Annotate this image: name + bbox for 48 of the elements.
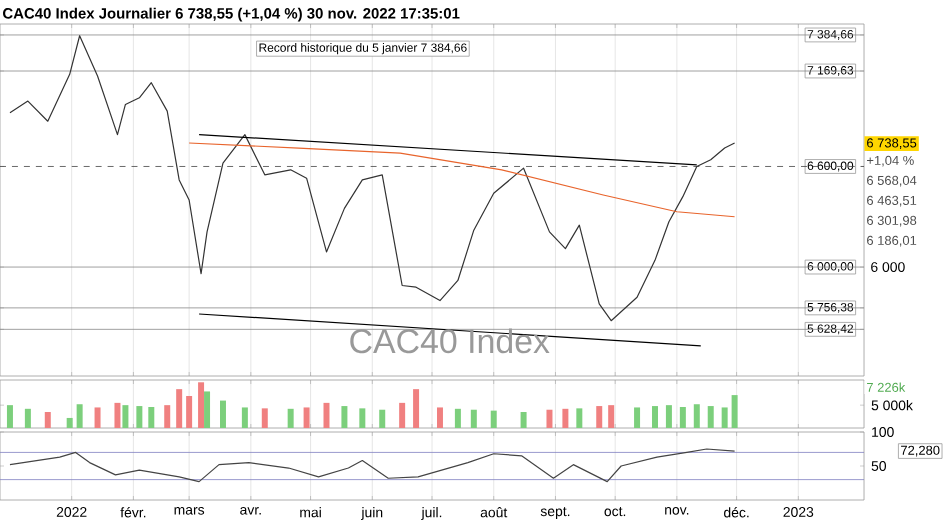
bar [136,406,143,429]
bar [76,404,83,429]
bar [651,406,658,429]
bar [186,396,193,429]
bar [546,409,553,429]
bar [44,412,51,429]
bar [470,409,477,429]
bar [693,404,700,429]
bar [122,405,129,429]
line-series [188,142,736,218]
bar [94,407,101,429]
bar [490,410,497,429]
bar [454,408,461,429]
bar [341,406,348,429]
bar [359,408,366,429]
bar [721,407,728,429]
bar [114,402,121,429]
bar [6,405,13,429]
bar [164,405,171,429]
line-series [9,448,736,483]
bar [608,405,615,429]
bar [379,409,386,429]
bar [576,408,583,429]
bar [413,389,420,429]
bar [562,408,569,429]
bar [731,395,738,429]
line-series [9,35,736,322]
bar [287,408,294,429]
bar [241,407,248,429]
bar [66,417,73,429]
bar [198,382,205,429]
bar [148,406,155,429]
bar [303,407,310,429]
bar [520,412,527,429]
bar [665,405,672,429]
bar [436,407,443,429]
bar [596,406,603,429]
bar [679,406,686,429]
bar [261,408,268,429]
bar [176,389,183,429]
bar [219,400,226,429]
bar [24,408,31,429]
bar [323,402,330,429]
annotation: CAC40 Index [350,328,550,354]
bar [634,407,641,429]
bar [204,391,211,429]
bar [707,406,714,429]
bar [399,402,406,429]
